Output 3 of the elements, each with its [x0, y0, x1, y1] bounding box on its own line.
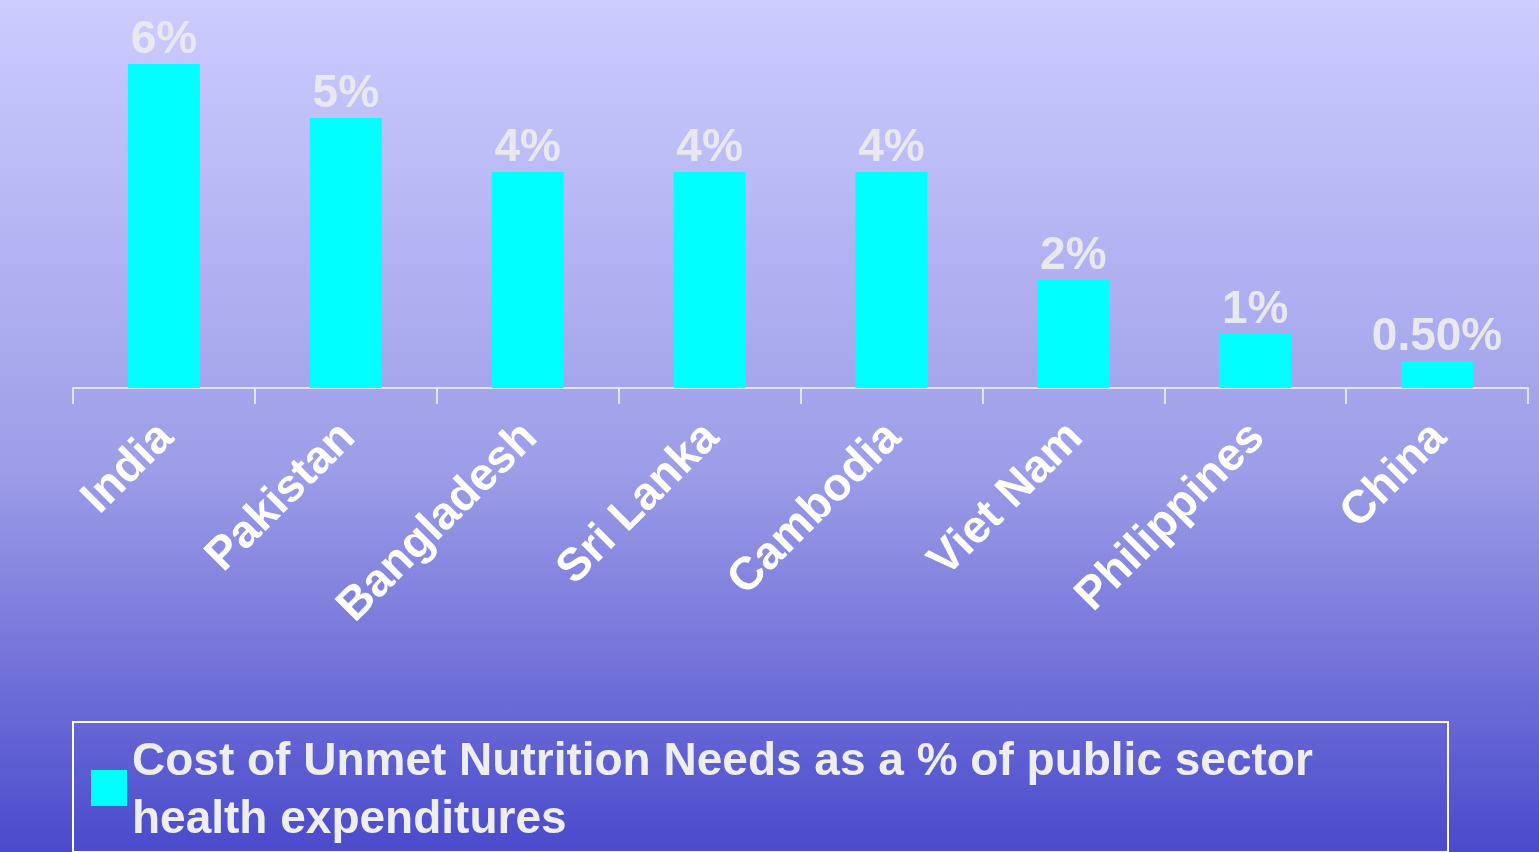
data-label: 0.50% — [1371, 308, 1503, 360]
data-label: 1% — [1221, 281, 1289, 333]
legend-label: Cost of Unmet Nutrition Needs as a % of public sector health expenditures — [132, 733, 1326, 843]
